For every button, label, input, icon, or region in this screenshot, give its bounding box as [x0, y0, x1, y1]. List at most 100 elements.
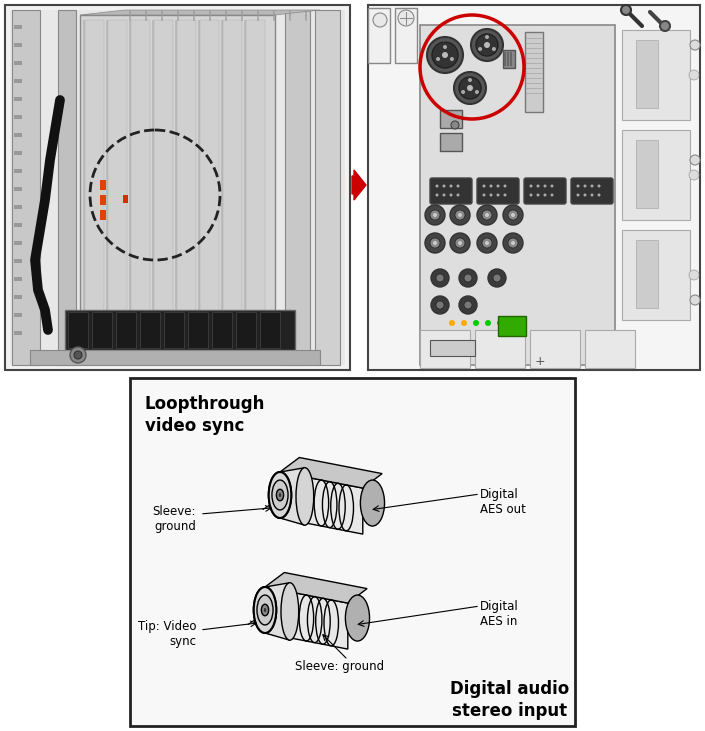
- Circle shape: [503, 194, 506, 197]
- Circle shape: [209, 18, 211, 19]
- Circle shape: [161, 19, 163, 20]
- Circle shape: [145, 12, 147, 13]
- Circle shape: [177, 12, 179, 13]
- Circle shape: [145, 10, 147, 12]
- Circle shape: [257, 10, 259, 12]
- Bar: [30, 350, 320, 365]
- Circle shape: [433, 241, 437, 245]
- Circle shape: [464, 274, 472, 282]
- Circle shape: [471, 29, 503, 61]
- Circle shape: [177, 15, 179, 16]
- Circle shape: [464, 301, 472, 309]
- Bar: [530, 330, 580, 368]
- Text: +: +: [534, 355, 545, 368]
- Circle shape: [459, 77, 481, 99]
- Circle shape: [225, 15, 227, 16]
- Bar: [14, 97, 22, 101]
- Bar: [123, 195, 128, 203]
- Circle shape: [482, 238, 492, 248]
- Text: Digital
AES out: Digital AES out: [480, 488, 526, 516]
- Circle shape: [257, 13, 259, 15]
- Bar: [636, 40, 658, 108]
- Circle shape: [289, 13, 290, 15]
- Circle shape: [544, 194, 546, 197]
- Bar: [498, 316, 526, 336]
- Circle shape: [508, 210, 518, 220]
- Bar: [14, 25, 22, 29]
- Bar: [636, 140, 658, 208]
- Circle shape: [305, 15, 307, 16]
- Circle shape: [457, 194, 460, 197]
- Bar: [475, 330, 525, 368]
- Circle shape: [257, 16, 259, 18]
- Circle shape: [436, 274, 444, 282]
- FancyBboxPatch shape: [477, 178, 519, 204]
- Circle shape: [503, 205, 523, 225]
- Circle shape: [289, 16, 290, 18]
- Bar: [14, 169, 22, 173]
- Circle shape: [145, 18, 147, 19]
- Bar: [154, 20, 173, 330]
- Ellipse shape: [262, 605, 269, 616]
- Circle shape: [209, 16, 211, 18]
- Circle shape: [193, 12, 195, 13]
- Circle shape: [209, 19, 211, 20]
- Bar: [14, 241, 22, 245]
- Ellipse shape: [269, 472, 291, 518]
- Circle shape: [145, 15, 147, 16]
- Circle shape: [477, 233, 497, 253]
- Bar: [140, 312, 160, 348]
- Circle shape: [485, 320, 491, 326]
- Circle shape: [70, 347, 86, 363]
- Bar: [14, 223, 22, 227]
- Circle shape: [584, 194, 587, 197]
- Bar: [236, 312, 256, 348]
- Bar: [440, 110, 462, 128]
- Circle shape: [436, 184, 439, 187]
- Circle shape: [129, 13, 131, 15]
- Circle shape: [129, 12, 131, 13]
- Circle shape: [584, 184, 587, 187]
- Circle shape: [177, 10, 179, 12]
- Polygon shape: [265, 572, 367, 603]
- Circle shape: [289, 10, 290, 12]
- Circle shape: [551, 184, 553, 187]
- Circle shape: [436, 194, 439, 197]
- Bar: [188, 312, 208, 348]
- Circle shape: [468, 78, 472, 82]
- Circle shape: [209, 12, 211, 13]
- Circle shape: [225, 16, 227, 18]
- Bar: [395, 8, 417, 63]
- Circle shape: [241, 13, 243, 15]
- Circle shape: [305, 18, 307, 19]
- Circle shape: [129, 10, 131, 12]
- Bar: [525, 32, 543, 112]
- Circle shape: [425, 205, 445, 225]
- Bar: [130, 378, 575, 726]
- Circle shape: [430, 210, 440, 220]
- Circle shape: [193, 13, 195, 15]
- Bar: [108, 20, 127, 330]
- Bar: [14, 187, 22, 191]
- Circle shape: [289, 12, 290, 13]
- Bar: [14, 295, 22, 299]
- Circle shape: [257, 19, 259, 20]
- Circle shape: [492, 47, 496, 51]
- Circle shape: [177, 13, 179, 15]
- Bar: [636, 240, 658, 308]
- Circle shape: [455, 238, 465, 248]
- Circle shape: [241, 12, 243, 13]
- Circle shape: [305, 10, 307, 12]
- Circle shape: [459, 269, 477, 287]
- Ellipse shape: [281, 583, 299, 640]
- Bar: [14, 205, 22, 209]
- Circle shape: [161, 18, 163, 19]
- Polygon shape: [265, 583, 290, 640]
- Circle shape: [129, 19, 131, 20]
- Circle shape: [443, 45, 447, 49]
- Bar: [100, 195, 106, 205]
- Bar: [100, 180, 106, 190]
- Circle shape: [241, 10, 243, 12]
- Ellipse shape: [360, 480, 384, 526]
- Circle shape: [241, 15, 243, 16]
